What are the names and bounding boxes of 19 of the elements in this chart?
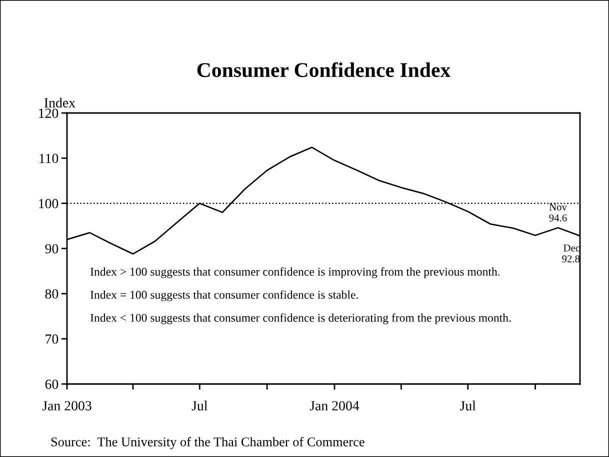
source-note: Source: The University of the Thai Chamber of Commerce [51,436,364,450]
annotation: Dec 92.8 [562,244,580,262]
x-tick-label: Jan 2004 [310,401,360,410]
x-tick-label: Jan 2003 [42,401,92,410]
x-tick-label: Jul [192,400,208,410]
annotation: Index > 100 suggests that consumer confidence is improving from the previous month. [90,267,500,278]
annotation: Nov 94.6 [549,204,567,222]
y-tick-label: 100 [39,198,58,208]
y-tick-label: 60 [45,380,58,389]
chart-title: Consumer Confidence Index [197,62,451,78]
x-tick-label: Jul [460,400,476,410]
y-axis-title: Index [44,98,76,108]
annotation: Index = 100 suggests that consumer confidence is stable. [90,290,358,302]
y-tick-label: 90 [45,244,58,254]
annotation: Index < 100 suggests that consumer confidence is deteriorating from the previous month. [90,313,511,324]
y-tick-label: 120 [39,108,58,118]
y-tick-label: 80 [45,289,58,299]
y-tick-label: 110 [40,154,58,164]
y-tick-label: 70 [46,334,58,344]
